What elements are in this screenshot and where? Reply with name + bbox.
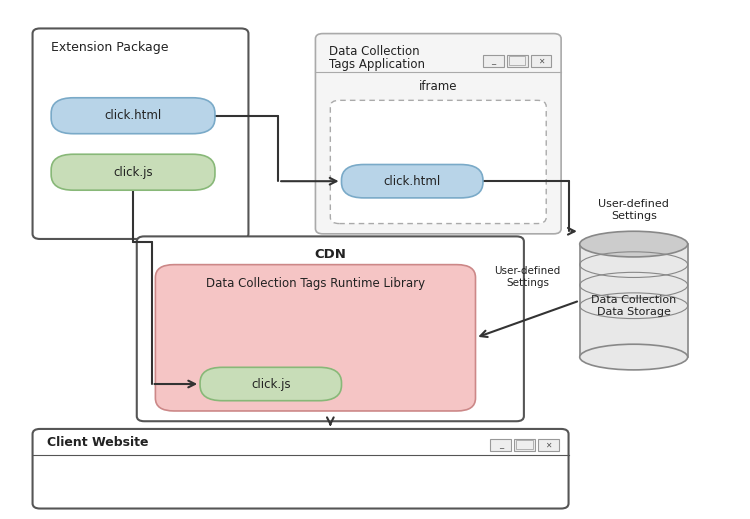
- Text: CDN: CDN: [314, 248, 346, 261]
- FancyBboxPatch shape: [51, 98, 215, 134]
- Text: _: _: [499, 441, 503, 449]
- Text: click.js: click.js: [251, 377, 290, 390]
- Text: click.js: click.js: [113, 166, 153, 179]
- Text: Data Collection Tags Runtime Library: Data Collection Tags Runtime Library: [206, 278, 425, 291]
- FancyBboxPatch shape: [155, 265, 476, 411]
- FancyBboxPatch shape: [32, 429, 568, 509]
- Text: User-defined
Settings: User-defined Settings: [598, 199, 669, 221]
- Text: click.html: click.html: [104, 109, 162, 122]
- FancyBboxPatch shape: [507, 54, 527, 67]
- Text: ✕: ✕: [545, 441, 552, 449]
- Ellipse shape: [580, 344, 688, 370]
- Ellipse shape: [580, 231, 688, 257]
- FancyBboxPatch shape: [330, 100, 546, 224]
- FancyBboxPatch shape: [341, 165, 483, 198]
- Text: User-defined
Settings: User-defined Settings: [494, 266, 561, 288]
- FancyBboxPatch shape: [490, 439, 512, 451]
- Text: _: _: [491, 57, 496, 65]
- FancyBboxPatch shape: [136, 236, 524, 421]
- FancyBboxPatch shape: [316, 34, 561, 234]
- Text: ✕: ✕: [538, 57, 544, 65]
- Text: Data Collection: Data Collection: [328, 45, 419, 58]
- FancyBboxPatch shape: [32, 29, 248, 239]
- FancyBboxPatch shape: [51, 154, 215, 190]
- Text: Tags Application: Tags Application: [328, 58, 424, 71]
- Text: click.html: click.html: [383, 175, 441, 188]
- Text: Extension Package: Extension Package: [51, 42, 169, 54]
- FancyBboxPatch shape: [200, 367, 341, 401]
- FancyBboxPatch shape: [530, 54, 551, 67]
- FancyBboxPatch shape: [538, 439, 559, 451]
- Text: Client Website: Client Website: [47, 435, 149, 448]
- FancyBboxPatch shape: [514, 439, 535, 451]
- Text: iframe: iframe: [419, 79, 458, 92]
- Bar: [580, 244, 688, 357]
- FancyBboxPatch shape: [483, 54, 504, 67]
- Text: Data Collection
Data Storage: Data Collection Data Storage: [591, 295, 676, 317]
